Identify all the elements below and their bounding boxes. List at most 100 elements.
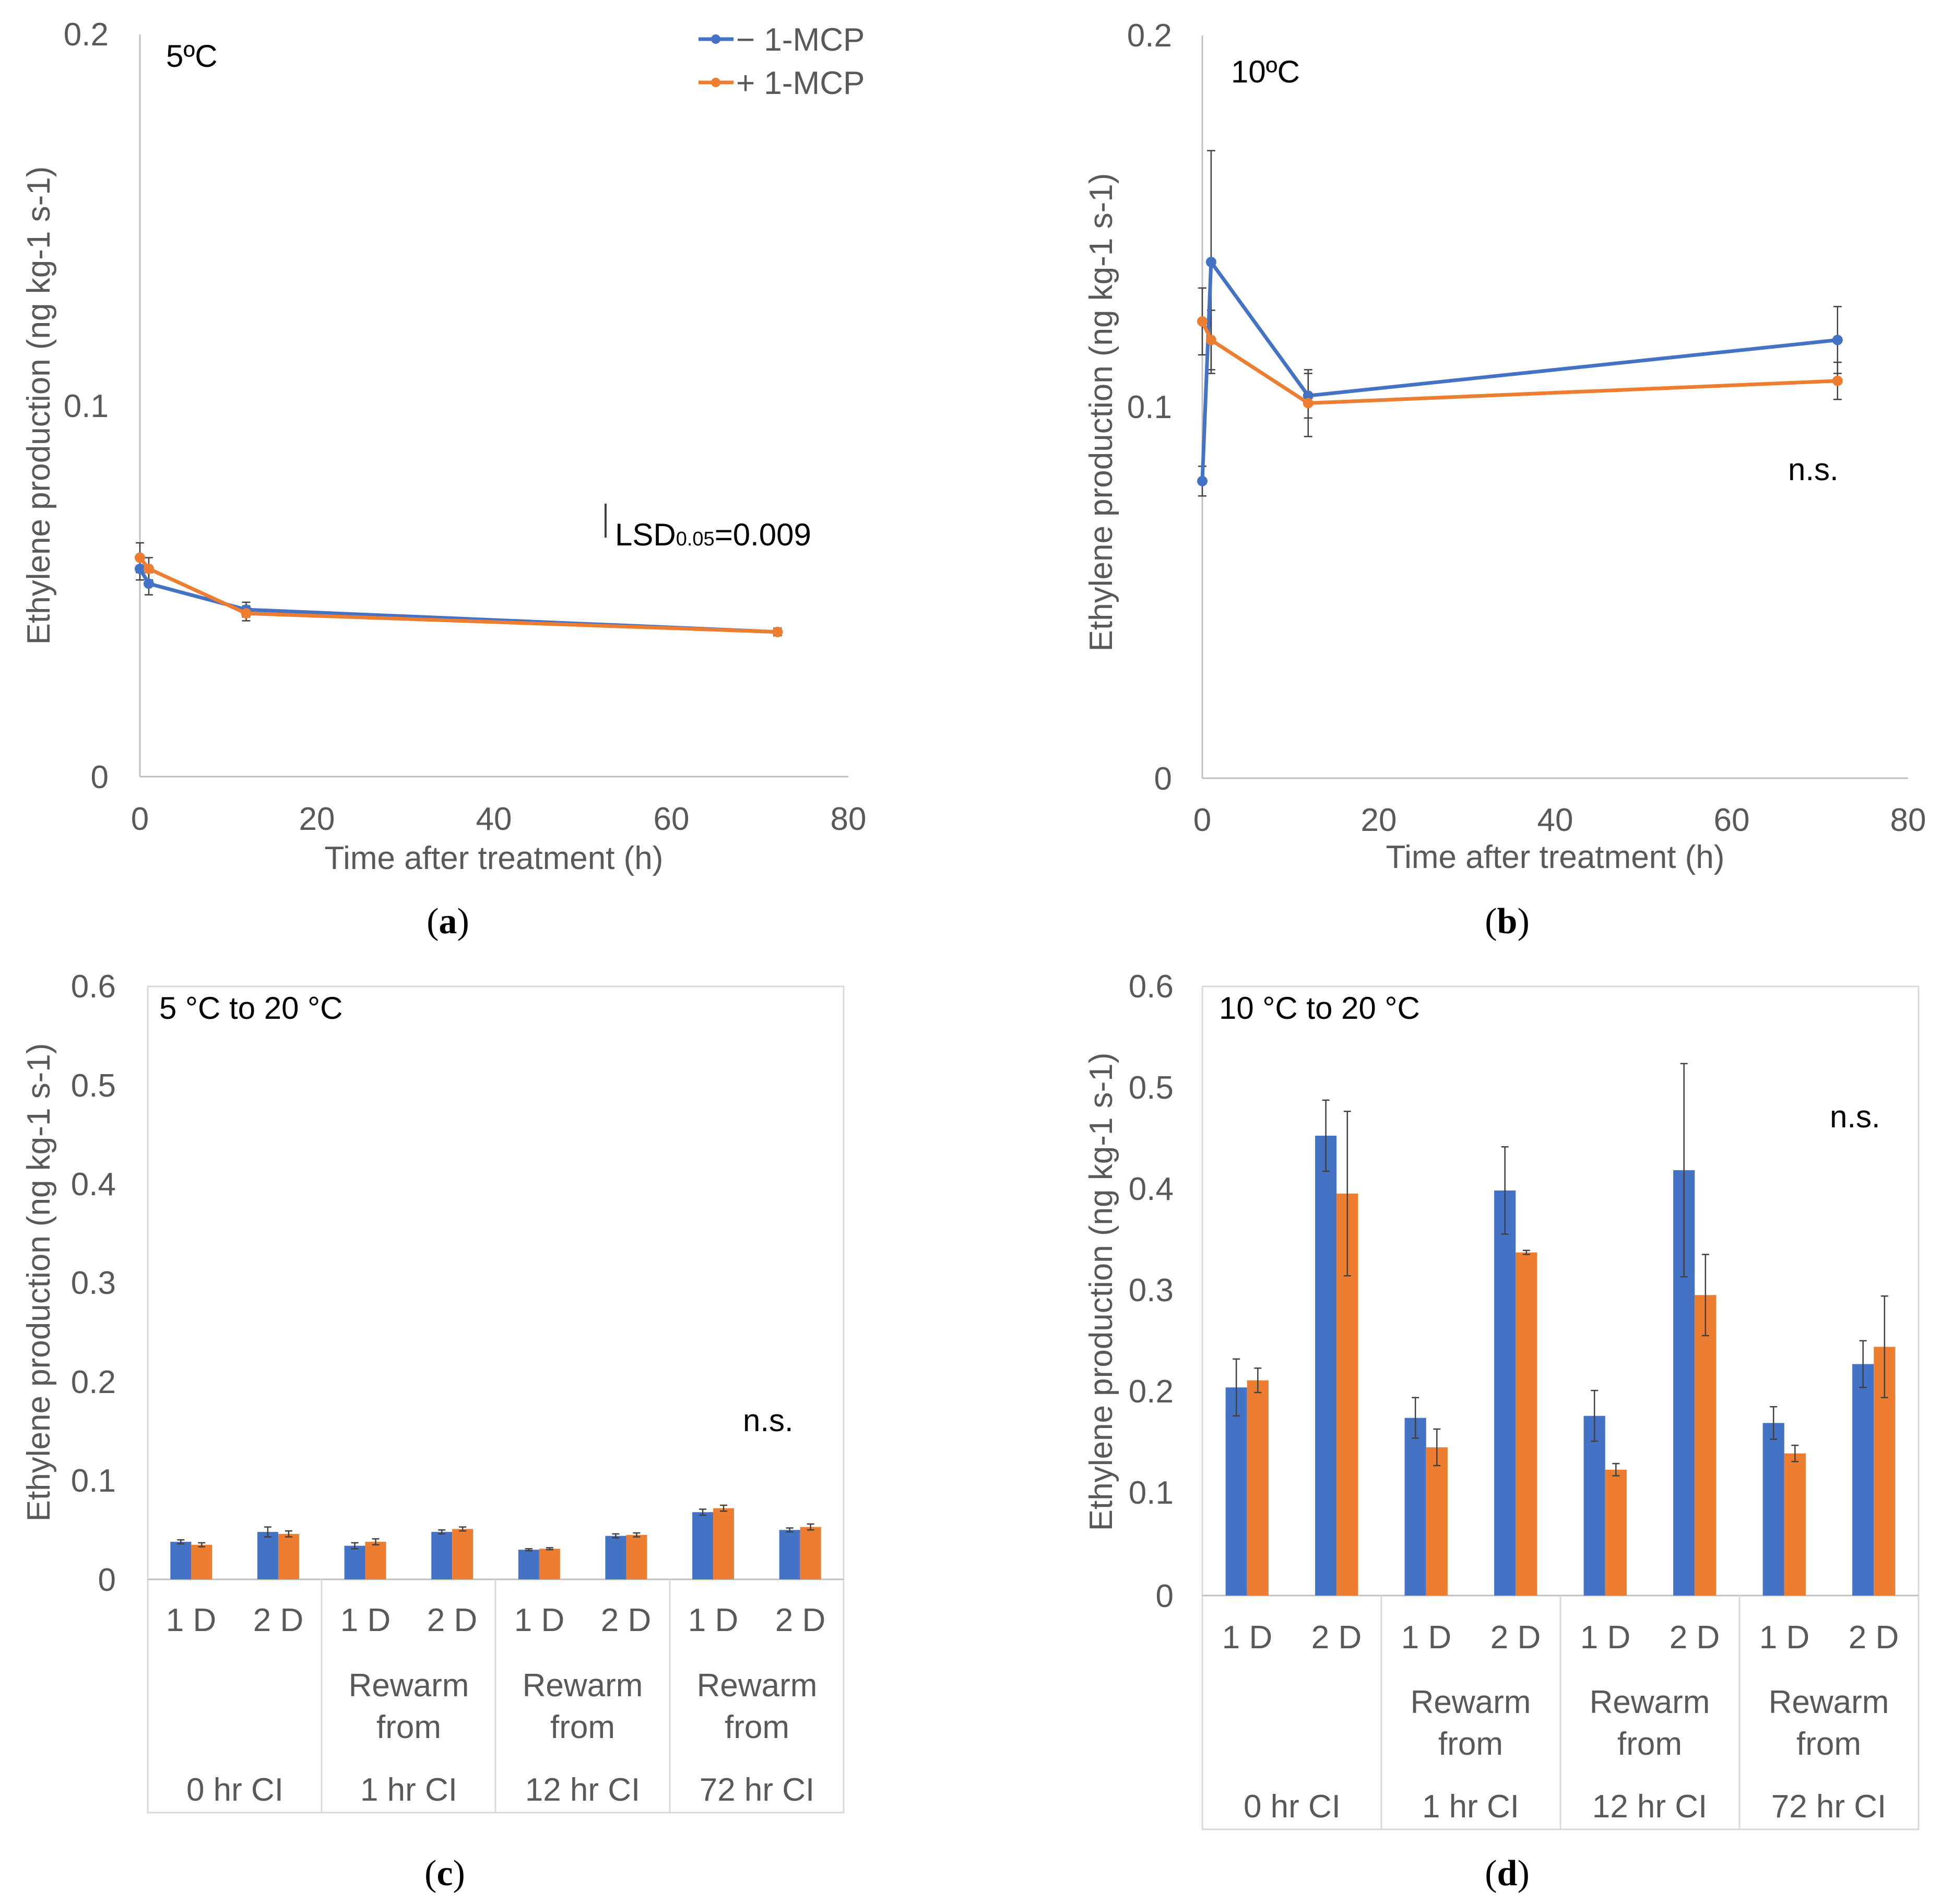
data-point [143, 578, 154, 589]
panel-d-y-tick: 0.3 [1129, 1272, 1174, 1308]
panel-c-group-label: Rewarm [697, 1668, 818, 1704]
bar-minus-mcp [1762, 1423, 1784, 1596]
panel-d-group-label: Rewarm [1769, 1684, 1889, 1720]
caption-d: (d) [1485, 1853, 1530, 1894]
panel-c-y-tick: 0.2 [71, 1364, 116, 1400]
bar-minus-mcp [170, 1542, 192, 1579]
legend-minus-marker [711, 34, 720, 44]
bar-minus-mcp [344, 1545, 365, 1579]
bar-minus-mcp [1404, 1418, 1426, 1596]
panel-d-y-tick: 0 [1156, 1578, 1174, 1614]
bar-minus-mcp [692, 1512, 714, 1579]
panel-b-x-label: Time after treatment (h) [1386, 839, 1725, 875]
panel-c-category-label: 2 D [601, 1602, 651, 1638]
panel-d-category-label: 1 D [1759, 1620, 1809, 1656]
panel-c-y-tick: 0.3 [71, 1265, 116, 1301]
panel-d-group-label: 0 hr CI [1244, 1789, 1341, 1825]
data-point [1832, 335, 1843, 346]
data-point [1303, 398, 1313, 409]
data-point [1205, 257, 1216, 268]
panel-c-group-label: Rewarm [349, 1668, 469, 1704]
bar-plus-mcp [1605, 1469, 1627, 1596]
panel-c-category-label: 1 D [340, 1602, 390, 1638]
data-point [772, 626, 783, 637]
panel-d-category-label: 1 D [1222, 1620, 1272, 1656]
panel-c-category-label: 2 D [775, 1602, 825, 1638]
bar-plus-mcp [365, 1542, 386, 1579]
panel-b-x-tick: 60 [1714, 802, 1750, 838]
panel-d-group-label: 12 hr CI [1592, 1789, 1708, 1825]
bar-minus-mcp [779, 1530, 800, 1579]
bar-minus-mcp [1852, 1364, 1874, 1596]
panel-a-y-tick: 0.2 [64, 17, 109, 53]
bar-plus-mcp [1516, 1252, 1537, 1596]
panel-c-title: 5 °C to 20 °C [159, 991, 342, 1026]
panel-c-category-label: 1 D [166, 1602, 216, 1638]
panel-a-x-tick: 60 [654, 801, 690, 837]
panel-d-group-label: from [1796, 1726, 1861, 1762]
panel-c-y-label: Ethylene production (ng kg-1 s-1) [21, 1043, 57, 1522]
panel-d-y-tick: 0.4 [1129, 1171, 1174, 1207]
panel-c-group-label: from [376, 1709, 441, 1745]
data-point [1205, 335, 1216, 346]
panel-d-y-label: Ethylene production (ng kg-1 s-1) [1083, 1053, 1119, 1531]
bar-plus-mcp [626, 1534, 647, 1579]
data-point [241, 608, 252, 619]
bar-minus-mcp [1583, 1415, 1605, 1596]
bar-plus-mcp [452, 1529, 474, 1579]
panel-d-y-tick: 0.6 [1129, 969, 1174, 1005]
panel-c-group-label: from [550, 1709, 615, 1745]
panel-b-ns-label: n.s. [1788, 452, 1839, 487]
caption-b: (b) [1485, 901, 1530, 942]
panel-a-y-tick: 0.1 [64, 388, 109, 424]
series-plus-line [1200, 320, 1838, 405]
panel-c: 0.6 0.5 0.4 0.3 0.2 0.1 0 1 D 2 D 1 D 2 … [21, 969, 845, 1814]
panel-c-group-label: 0 hr CI [186, 1772, 283, 1808]
bar-plus-mcp [1695, 1295, 1717, 1596]
series-minus-line [1200, 260, 1838, 481]
panel-b-x-tick: 20 [1361, 802, 1397, 838]
legend-minus-label: − 1-MCP [736, 22, 865, 58]
panel-d-ns-label: n.s. [1830, 1099, 1880, 1134]
data-point [1197, 475, 1208, 486]
bar-minus-mcp [605, 1536, 626, 1579]
panel-b-x-tick: 0 [1193, 802, 1211, 838]
bar-minus-mcp [1494, 1190, 1516, 1596]
bar-minus-mcp [257, 1532, 278, 1579]
panel-a-x-tick: 0 [131, 801, 149, 837]
panel-b-plot-area [1197, 150, 1843, 497]
panel-d-category-label: 2 D [1311, 1620, 1362, 1656]
caption-c: (c) [424, 1853, 465, 1894]
panel-a-lsd-label: LSD0.05=0.009 [615, 517, 811, 552]
panel-c-y-tick: 0.6 [71, 969, 116, 1005]
panel-a-x-label: Time after treatment (h) [325, 840, 664, 876]
panel-d-category-label: 1 D [1401, 1620, 1451, 1656]
panel-d-group-label: from [1438, 1726, 1503, 1762]
panel-d-plot-area [1225, 1063, 1896, 1596]
panel-d-group-label: from [1617, 1726, 1682, 1762]
series-plus-line [138, 556, 778, 634]
panel-c-y-tick: 0.1 [71, 1463, 116, 1499]
legend-plus-marker [711, 78, 720, 87]
panel-b-y-label: Ethylene production (ng kg-1 s-1) [1083, 173, 1119, 652]
bar-plus-mcp [1784, 1453, 1806, 1596]
data-point [1303, 390, 1313, 401]
panel-a-y-tick: 0 [91, 759, 109, 795]
panel-d-category-label: 1 D [1580, 1620, 1630, 1656]
panel-d-category-label: 2 D [1490, 1620, 1541, 1656]
panel-b-y-tick: 0.2 [1127, 18, 1172, 54]
panel-d-category-label: 2 D [1670, 1620, 1720, 1656]
data-point [135, 563, 145, 574]
panel-c-y-tick: 0.4 [71, 1167, 116, 1203]
panel-d-title: 10 °C to 20 °C [1219, 991, 1420, 1026]
bar-plus-mcp [278, 1533, 299, 1579]
caption-a: (a) [427, 901, 469, 942]
panel-d-group-label: 1 hr CI [1422, 1789, 1519, 1825]
panel-a-plot-area [135, 542, 783, 637]
panel-c-group-label: 12 hr CI [525, 1772, 641, 1808]
panel-b-title: 10ºC [1231, 54, 1300, 89]
panel-c-category-label: 2 D [253, 1602, 303, 1638]
panel-d-y-tick: 0.1 [1129, 1475, 1174, 1511]
bar-plus-mcp [713, 1508, 735, 1579]
